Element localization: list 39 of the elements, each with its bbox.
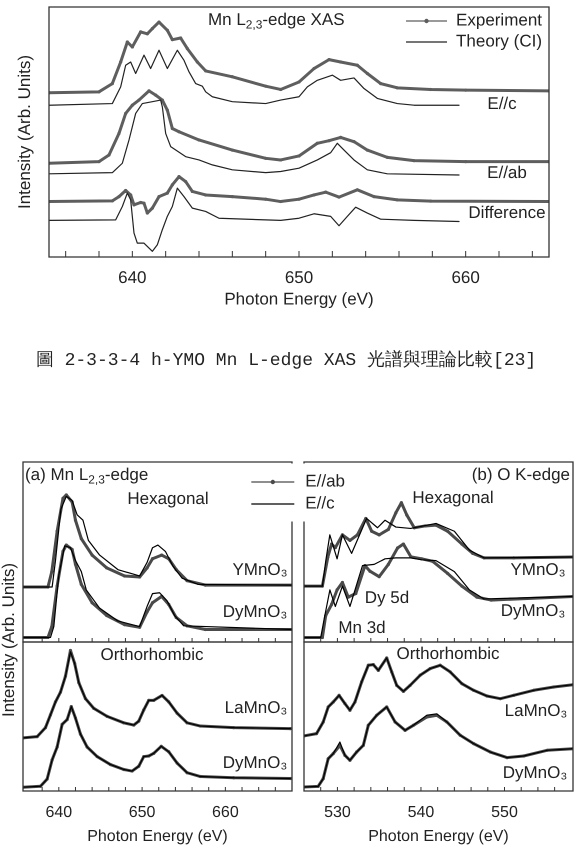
x-tick-label: 640 <box>118 268 147 287</box>
annotation: Mn 3d <box>338 618 386 638</box>
x-tick-label: 650 <box>128 804 156 822</box>
annotation: DyMnO₃ <box>222 753 288 772</box>
annotation: Hexagonal <box>412 488 494 508</box>
y-axis-title: Intensity (Arb. Units) <box>0 563 18 717</box>
x-tick-label: 660 <box>451 268 480 287</box>
annotation: DyMnO₃ <box>500 601 566 620</box>
caption: 圖 2-3-3-4 h-YMO Mn L-edge XAS 光譜與理論比較[23] <box>36 351 536 372</box>
annotation: Orthorhombic <box>396 644 500 664</box>
x-axis-title: Photon Energy (eV) <box>224 289 374 308</box>
x-axis-title: Photon Energy (eV) <box>368 828 509 845</box>
x-tick-label: 550 <box>491 804 518 822</box>
legend-label: E//c <box>305 494 336 513</box>
annotation: DyMnO₃ <box>222 602 288 622</box>
chart-title: (a) Mn L$_{2,3}$-edge <box>25 465 148 487</box>
annotation: Orthorhombic <box>100 645 204 664</box>
annotation: YMnO₃ <box>510 560 566 580</box>
y-axis-title: Intensity (Arb. Units) <box>15 55 34 209</box>
x-axis-title: Photon Energy (eV) <box>87 828 228 845</box>
annotation: LaMnO₃ <box>504 701 568 720</box>
annotation: Hexagonal <box>127 489 209 508</box>
annotation: YMnO₃ <box>232 560 288 580</box>
annotation: E//c <box>487 94 517 114</box>
annotation: Dy 5d <box>364 588 410 608</box>
legend-label: Theory (CI) <box>456 32 542 51</box>
annotation: E//ab <box>487 163 527 182</box>
annotation: DyMnO₃ <box>502 763 568 782</box>
x-tick-label: 530 <box>324 804 351 822</box>
legend-label: Experiment <box>456 10 542 30</box>
annotation: LaMnO₃ <box>224 698 288 718</box>
x-tick-label: 660 <box>212 804 239 822</box>
chart-title: Mn L$_{2,3}$-edge XAS <box>208 10 345 32</box>
annotation: Difference <box>468 203 546 222</box>
legend-label: E//ab <box>305 472 346 491</box>
x-tick-label: 540 <box>408 804 434 822</box>
x-tick-label: 650 <box>284 268 314 287</box>
chart-title: (b) O K-edge <box>472 465 570 484</box>
x-tick-label: 640 <box>45 804 72 822</box>
